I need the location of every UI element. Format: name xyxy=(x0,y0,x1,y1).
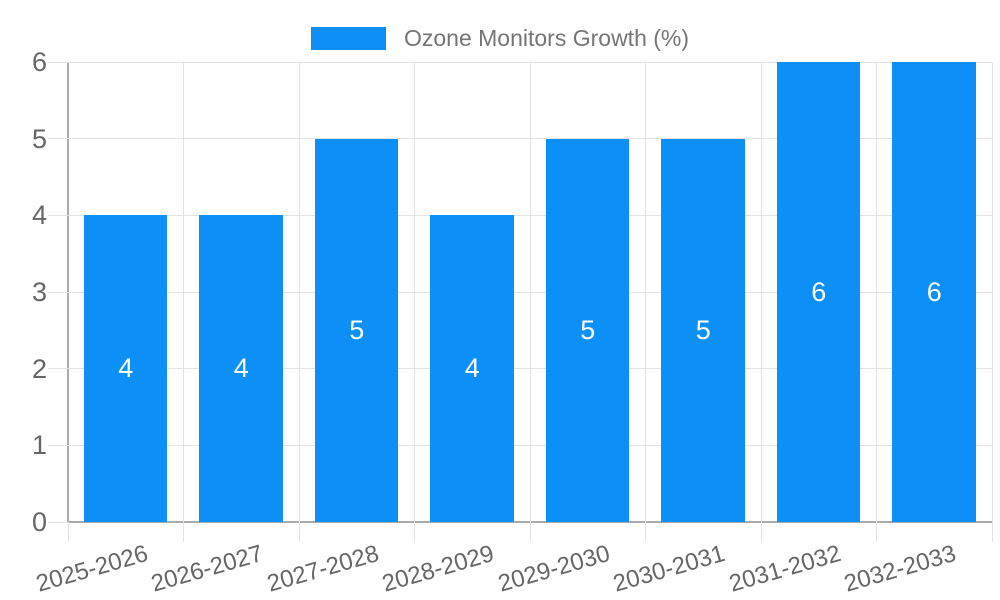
bar-value-label: 4 xyxy=(464,353,480,384)
x-axis-tick-label: 2026-2027 xyxy=(148,540,267,598)
legend[interactable]: Ozone Monitors Growth (%) xyxy=(0,25,1000,52)
x-tick-mark xyxy=(298,522,300,542)
x-tick-mark xyxy=(414,522,415,542)
y-tick-mark xyxy=(48,61,68,63)
x-tick-mark xyxy=(183,522,184,542)
bar-value-label: 5 xyxy=(580,314,596,345)
bar-value-label: 4 xyxy=(233,353,249,384)
y-axis-tick-label: 2 xyxy=(31,353,47,384)
x-tick-mark xyxy=(67,522,69,542)
x-gridline xyxy=(991,62,993,522)
y-axis-tick-label: 1 xyxy=(31,430,47,461)
x-gridline xyxy=(414,62,415,522)
x-axis-tick-label: 2027-2028 xyxy=(264,540,382,598)
x-tick-mark xyxy=(991,522,993,542)
x-gridline xyxy=(645,62,646,522)
y-tick-mark xyxy=(48,444,68,446)
y-axis-line xyxy=(67,62,69,523)
bar[interactable]: 5 xyxy=(661,138,745,522)
legend-label: Ozone Monitors Growth (%) xyxy=(403,25,690,51)
bar-value-label: 6 xyxy=(811,276,827,307)
y-tick-mark xyxy=(48,291,68,293)
bar[interactable]: 4 xyxy=(83,215,168,522)
y-tick-mark xyxy=(48,521,68,523)
bar[interactable]: 4 xyxy=(199,215,283,522)
x-tick-mark xyxy=(645,522,646,542)
x-gridline xyxy=(876,62,877,522)
x-tick-mark xyxy=(529,522,531,542)
x-gridline xyxy=(760,62,762,522)
y-tick-mark xyxy=(48,368,68,370)
x-axis-tick-label: 2032-2033 xyxy=(841,540,960,598)
y-axis-tick-label: 3 xyxy=(31,277,47,307)
bar[interactable]: 5 xyxy=(314,138,399,522)
bar-value-label: 6 xyxy=(926,276,942,307)
bar-value-label: 5 xyxy=(695,314,711,345)
x-axis-tick-label: 2025-2026 xyxy=(33,540,151,598)
bar[interactable]: 5 xyxy=(545,138,630,522)
x-tick-mark xyxy=(876,522,877,542)
bar[interactable]: 6 xyxy=(776,62,861,522)
x-gridline xyxy=(529,62,531,522)
x-axis-tick-label: 2031-2032 xyxy=(726,540,844,598)
bar[interactable]: 4 xyxy=(430,215,514,522)
x-axis-tick-label: 2030-2031 xyxy=(610,540,729,598)
bar-value-label: 4 xyxy=(118,353,134,384)
y-axis-tick-label: 0 xyxy=(31,507,47,537)
x-gridline xyxy=(183,62,184,522)
x-gridline xyxy=(298,62,300,522)
legend-swatch-icon xyxy=(310,27,386,50)
bar-value-label: 5 xyxy=(349,314,365,345)
y-tick-mark xyxy=(48,138,68,140)
bar[interactable]: 6 xyxy=(892,62,976,522)
x-axis-tick-label: 2028-2029 xyxy=(379,540,498,598)
plot-area: 0 1 2 3 4 5 6 4 2025-2026 4 2026-2027 5 2027-2028 4 20… xyxy=(32,48,993,598)
x-tick-mark xyxy=(760,522,762,542)
y-axis-tick-label: 5 xyxy=(31,123,47,154)
y-tick-mark xyxy=(48,214,68,216)
y-axis-tick-label: 6 xyxy=(31,47,47,77)
y-axis-tick-label: 4 xyxy=(31,200,47,231)
x-axis-tick-label: 2029-2030 xyxy=(495,540,613,598)
